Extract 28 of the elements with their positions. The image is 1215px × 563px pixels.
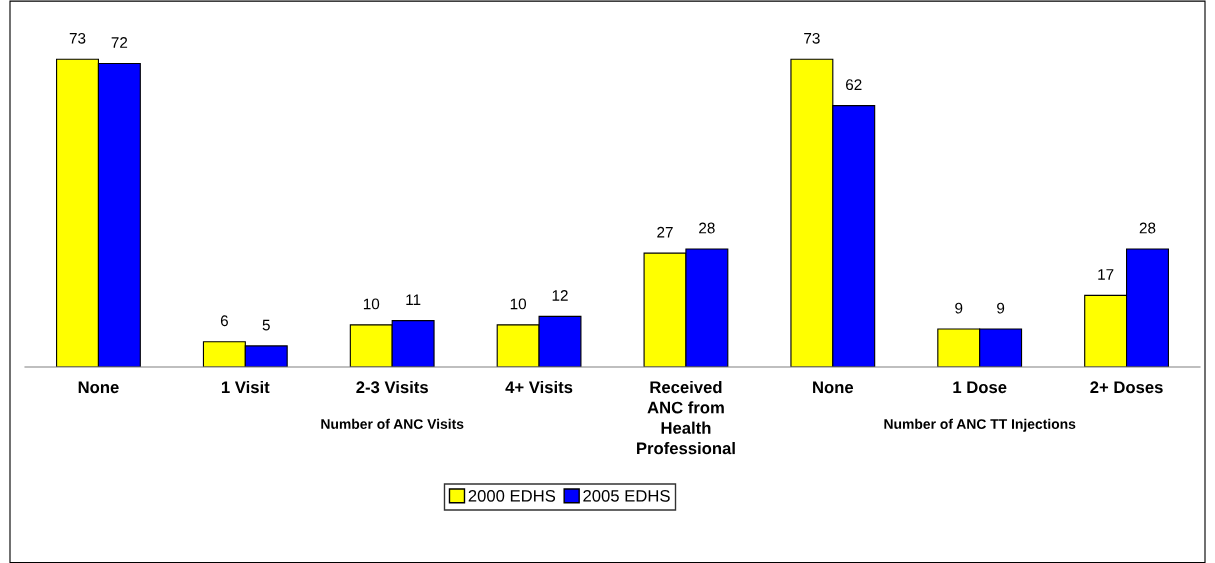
legend-label: 2005 EDHS — [583, 489, 670, 502]
x-tick-label: None — [78, 381, 119, 394]
data-label: 28 — [1139, 222, 1156, 234]
legend-label: 2000 EDHS — [468, 489, 556, 502]
data-label: 62 — [846, 79, 862, 91]
data-label: 72 — [111, 37, 128, 48]
text: Number of ANC Visits — [321, 418, 464, 429]
data-label: 28 — [699, 222, 715, 234]
data-label: 12 — [552, 290, 568, 301]
data-label: 9 — [955, 302, 963, 314]
data-label: 10 — [363, 298, 380, 310]
x-tick-label: None — [813, 381, 854, 394]
x-tick-label: 1 Visit — [221, 380, 270, 394]
data-label: 11 — [406, 294, 421, 305]
data-label: 9 — [997, 302, 1005, 314]
text: Number of ANC TT Injections — [884, 418, 1076, 432]
data-label: 27 — [657, 226, 673, 238]
data-label: 10 — [510, 298, 527, 310]
data-label: 73 — [804, 32, 820, 44]
data-label: 5 — [262, 319, 270, 331]
x-tick-label: 4+ Visits — [505, 380, 573, 394]
x-tick-label: 2-3 Visits — [356, 380, 428, 394]
x-tick-label: 2+ Doses — [1090, 381, 1163, 394]
data-label: 6 — [220, 315, 228, 327]
x-tick-label: 1 Dose — [953, 381, 1007, 394]
data-label: 17 — [1098, 269, 1114, 280]
data-label: 73 — [69, 32, 86, 44]
x-tick-label: Received ANC from Health Professional — [637, 380, 735, 455]
